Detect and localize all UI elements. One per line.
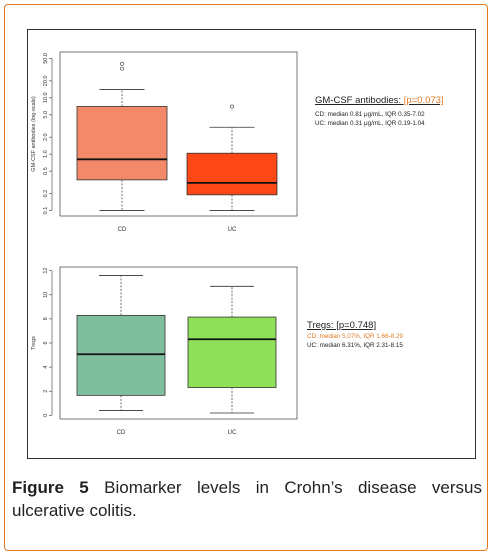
- tregs-boxplot: 0 2 4 6 8 10 12 Tregs CD UC: [31, 266, 298, 436]
- y-tick-label: 2.0: [43, 133, 49, 141]
- gm-csf-uc-line: UC: median 0.31 μg/mL, IQR 0.19-1.04: [315, 120, 425, 127]
- gm-csf-annotation-title: GM-CSF antibodies: [p=0.073]: [315, 95, 444, 106]
- y-tick-label: 12: [43, 268, 49, 274]
- box-uc: [187, 316, 277, 388]
- y-tick-label: 4: [43, 366, 49, 369]
- y-tick-label: 1.0: [43, 150, 49, 158]
- x-category-label: CD: [117, 430, 126, 436]
- box-cd: [76, 314, 166, 396]
- y-axis-label: GM-CSF antibodies (log-scale): [31, 96, 37, 172]
- figure-label: Figure 5: [12, 478, 89, 497]
- outlier-point: [230, 104, 234, 109]
- y-tick-label: 6: [43, 341, 49, 344]
- y-tick-label: 10.0: [43, 92, 49, 103]
- tregs-annotation: Tregs: [p=0.748] CD: median 5.07%, IQR 1…: [307, 320, 403, 350]
- y-axis-label: Tregs: [31, 336, 37, 350]
- y-tick-label: 0.1: [43, 207, 49, 215]
- y-tick-label: 10: [43, 292, 49, 298]
- y-tick-label: 0.2: [43, 190, 49, 198]
- gm-csf-p-value: [p=0.073]: [403, 95, 444, 106]
- figure-caption-text: Biomarker levels in Crohn’s disease vers…: [12, 478, 482, 520]
- tregs-cd-line: CD: median 5.07%, IQR 1.66-8.29: [307, 333, 403, 340]
- tregs-annotation-title: Tregs: [p=0.748]: [307, 320, 377, 331]
- outlier-point: [120, 66, 124, 71]
- y-tick-label: 5.0: [43, 111, 49, 119]
- x-category-label: UC: [228, 227, 237, 233]
- y-tick-label: 2: [43, 390, 49, 393]
- y-tick-label: 20.0: [43, 75, 49, 86]
- outlier-point: [120, 61, 124, 66]
- y-tick-label: 0: [43, 414, 49, 417]
- plot-frame: [59, 266, 298, 420]
- y-tick-label: 50.0: [43, 53, 49, 64]
- gm-csf-boxplot: 0.1 0.2 0.5 1.0 2.0 5.0 10.0 20.0 50.0 GM-CSF ant…: [31, 51, 298, 233]
- gm-csf-cd-line: CD: median 0.81 μg/mL, IQR 0.35-7.02: [315, 111, 425, 118]
- x-category-label: UC: [228, 430, 237, 436]
- figure-caption: Figure 5 Biomarker levels in Crohn’s dis…: [12, 476, 482, 522]
- tregs-uc-line: UC: median 6.31%, IQR 2.31-8.15: [307, 342, 403, 349]
- box-uc: [186, 152, 278, 196]
- plot-frame: [59, 51, 298, 217]
- x-category-label: CD: [118, 227, 127, 233]
- box-cd: [76, 106, 168, 181]
- gm-csf-annotation: GM-CSF antibodies: [p=0.073] CD: median …: [315, 95, 444, 128]
- y-tick-label: 8: [43, 317, 49, 320]
- y-tick-label: 0.5: [43, 167, 49, 175]
